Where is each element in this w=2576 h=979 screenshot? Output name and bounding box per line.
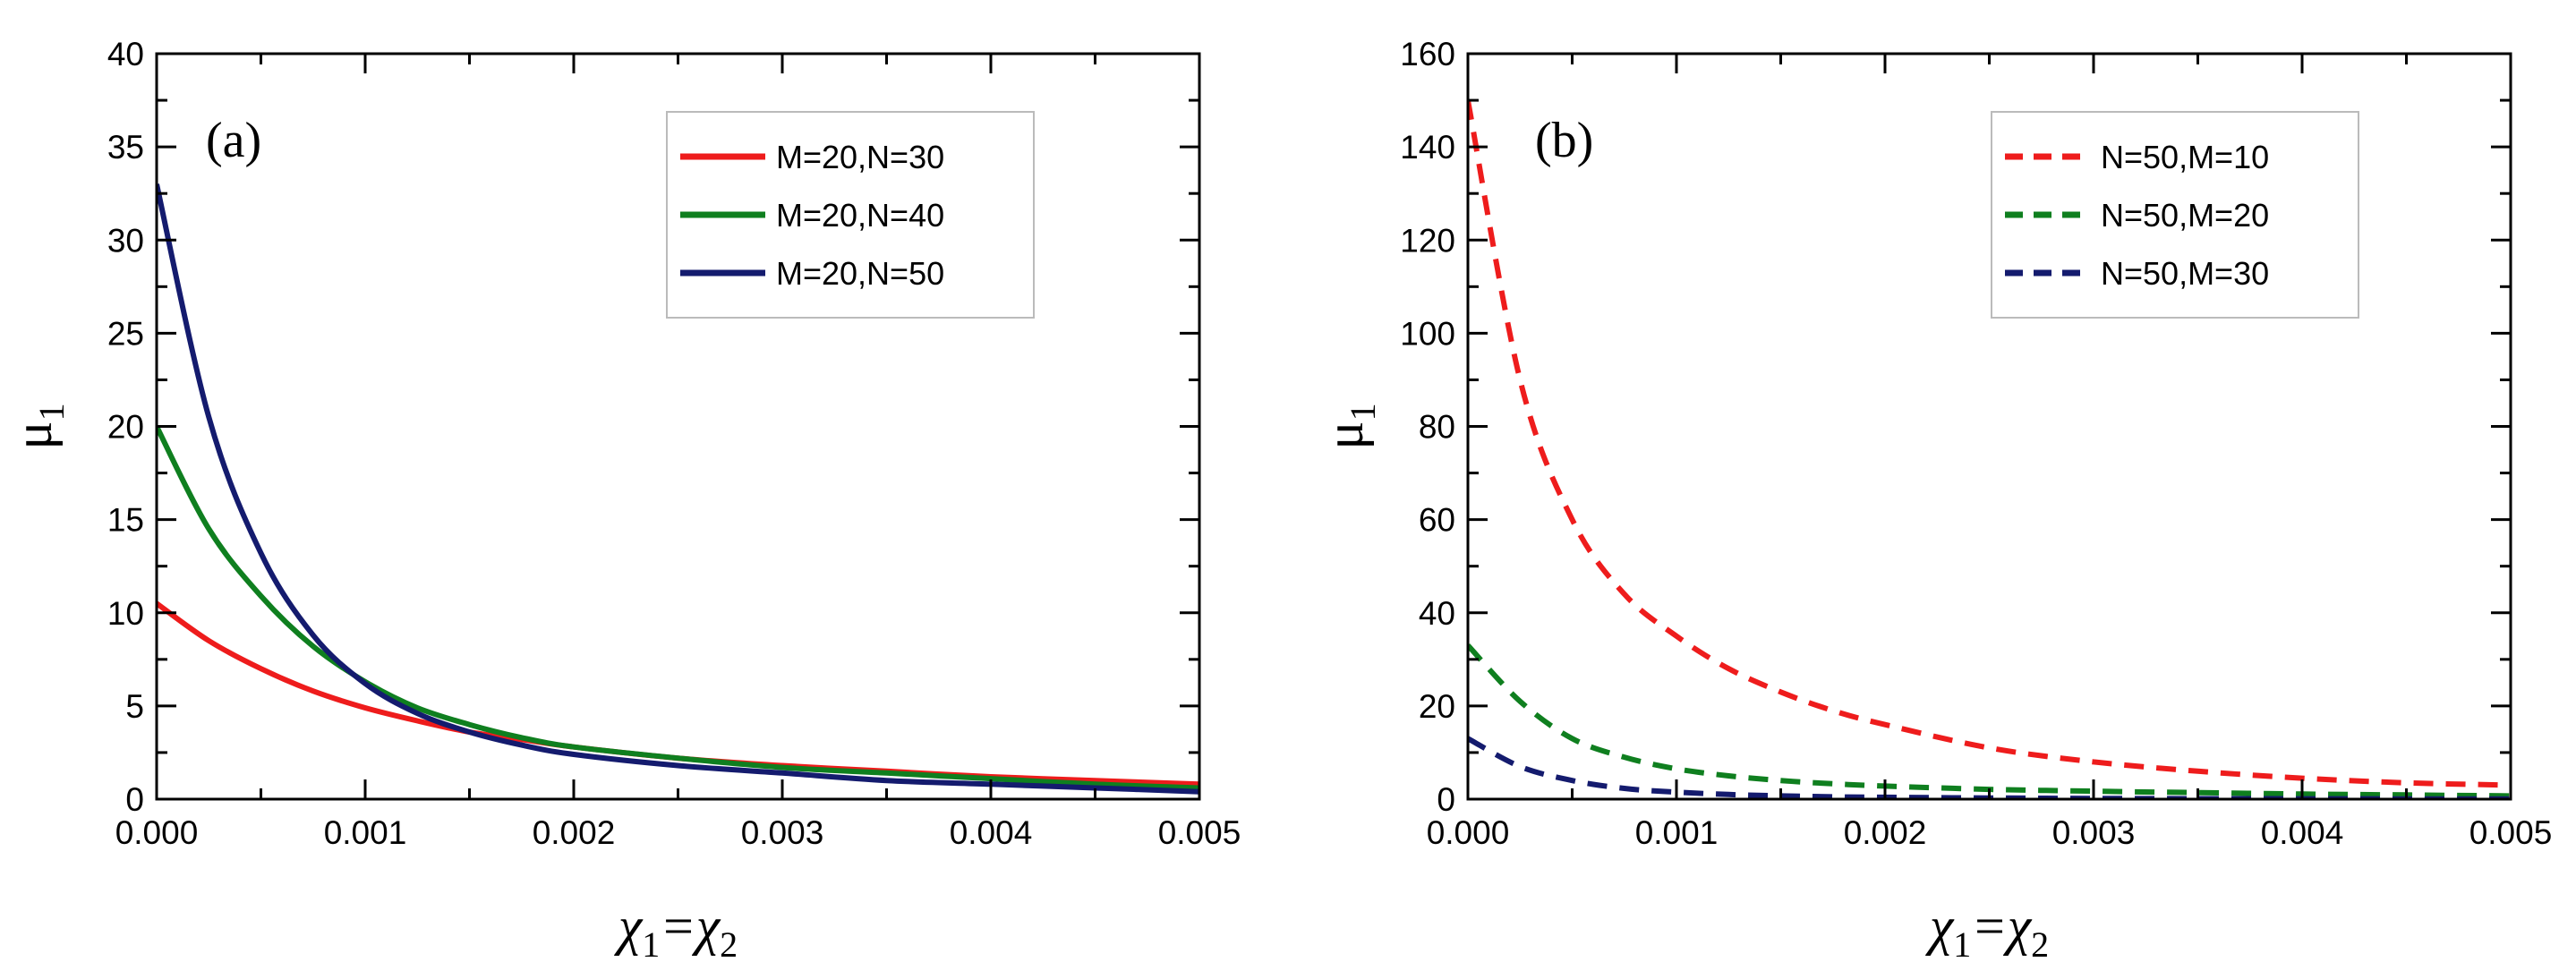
y-tick-label: 35 (107, 129, 144, 166)
x-axis-label-symbol: =χ (660, 897, 721, 956)
x-tick-label: 0.003 (741, 814, 824, 851)
x-tick-label: 0.004 (2261, 814, 2344, 851)
series-line-n-50-m-20 (1468, 643, 2511, 799)
y-axis-label-subscript: 1 (31, 403, 72, 421)
y-tick-label: 160 (1400, 36, 1455, 72)
x-axis-label: χ1=χ2 (614, 897, 738, 965)
y-tick-label: 80 (1419, 409, 1455, 446)
panel-a: 0.000 0.001 0.002 0.003 0.004 0.005 0 5 10 15 20 25… (4, 36, 1241, 965)
x-axis-label-subscript: 2 (720, 924, 738, 965)
x-tick-label: 0.005 (2469, 814, 2553, 851)
y-axis-label: μ1 (1315, 403, 1383, 449)
panel-label: (a) (206, 113, 261, 168)
x-tick-label: 0.005 (1158, 814, 1241, 851)
x-tick-label: 0.003 (2052, 814, 2136, 851)
y-tick-label: 20 (1419, 688, 1455, 725)
y-tick-label: 140 (1400, 129, 1455, 166)
y-tick-label: 40 (107, 36, 144, 72)
legend-label: N=50,M=30 (2101, 255, 2269, 292)
y-tick-label: 100 (1400, 315, 1455, 352)
x-tick-label: 0.002 (1844, 814, 1927, 851)
x-axis-label-subscript: 1 (642, 924, 660, 965)
legend-label: M=20,N=40 (776, 197, 944, 234)
y-tick-label: 40 (1419, 595, 1455, 632)
x-axis-label-symbol: χ (614, 897, 644, 956)
panel-label: (b) (1535, 113, 1593, 168)
y-axis-label: μ1 (4, 403, 72, 449)
legend-label: M=20,N=30 (776, 139, 944, 175)
x-axis-label-subscript: 1 (1953, 924, 1971, 965)
legend-label: N=50,M=20 (2101, 197, 2269, 234)
x-tick-label: 0.001 (324, 814, 407, 851)
series-group (157, 183, 1199, 795)
x-axis-label-subscript: 2 (2031, 924, 2049, 965)
series-line-m-20-n-40 (157, 425, 1199, 791)
x-axis-label-symbol: χ (1925, 897, 1955, 956)
y-axis-label-symbol: μ (1315, 421, 1374, 449)
y-tick-label: 30 (107, 222, 144, 259)
legend: M=20,N=30 M=20,N=40 M=20,N=50 (666, 111, 1035, 319)
panel-b: 0.000 0.001 0.002 0.003 0.004 0.005 0 20 40 60 80 1… (1315, 36, 2552, 965)
x-tick-label: 0.001 (1635, 814, 1719, 851)
y-tick-label: 10 (107, 595, 144, 632)
y-tick-label: 15 (107, 502, 144, 539)
y-tick-label: 60 (1419, 502, 1455, 539)
legend-label: M=20,N=50 (776, 255, 944, 292)
x-tick-label: 0.004 (950, 814, 1033, 851)
y-axis-label-subscript: 1 (1343, 403, 1383, 421)
y-axis-label-symbol: μ (4, 421, 63, 449)
y-tick-label: 120 (1400, 222, 1455, 259)
y-tick-label: 20 (107, 409, 144, 446)
legend-box (1991, 111, 2359, 319)
x-tick-label: 0.000 (115, 814, 199, 851)
x-axis-label: χ1=χ2 (1925, 897, 2049, 965)
y-tick-label: 5 (125, 688, 144, 725)
y-tick-label: 0 (1437, 781, 1455, 818)
legend-label: N=50,M=10 (2101, 139, 2269, 175)
x-tick-label: 0.000 (1427, 814, 1510, 851)
x-tick-label: 0.002 (533, 814, 616, 851)
y-tick-label: 25 (107, 315, 144, 352)
y-tick-label: 0 (125, 781, 144, 818)
legend: N=50,M=10 N=50,M=20 N=50,M=30 (1991, 111, 2359, 319)
series-line-m-20-n-50 (157, 183, 1199, 795)
x-axis-label-symbol: =χ (1971, 897, 2032, 956)
series-line-n-50-m-10 (1468, 99, 2511, 788)
